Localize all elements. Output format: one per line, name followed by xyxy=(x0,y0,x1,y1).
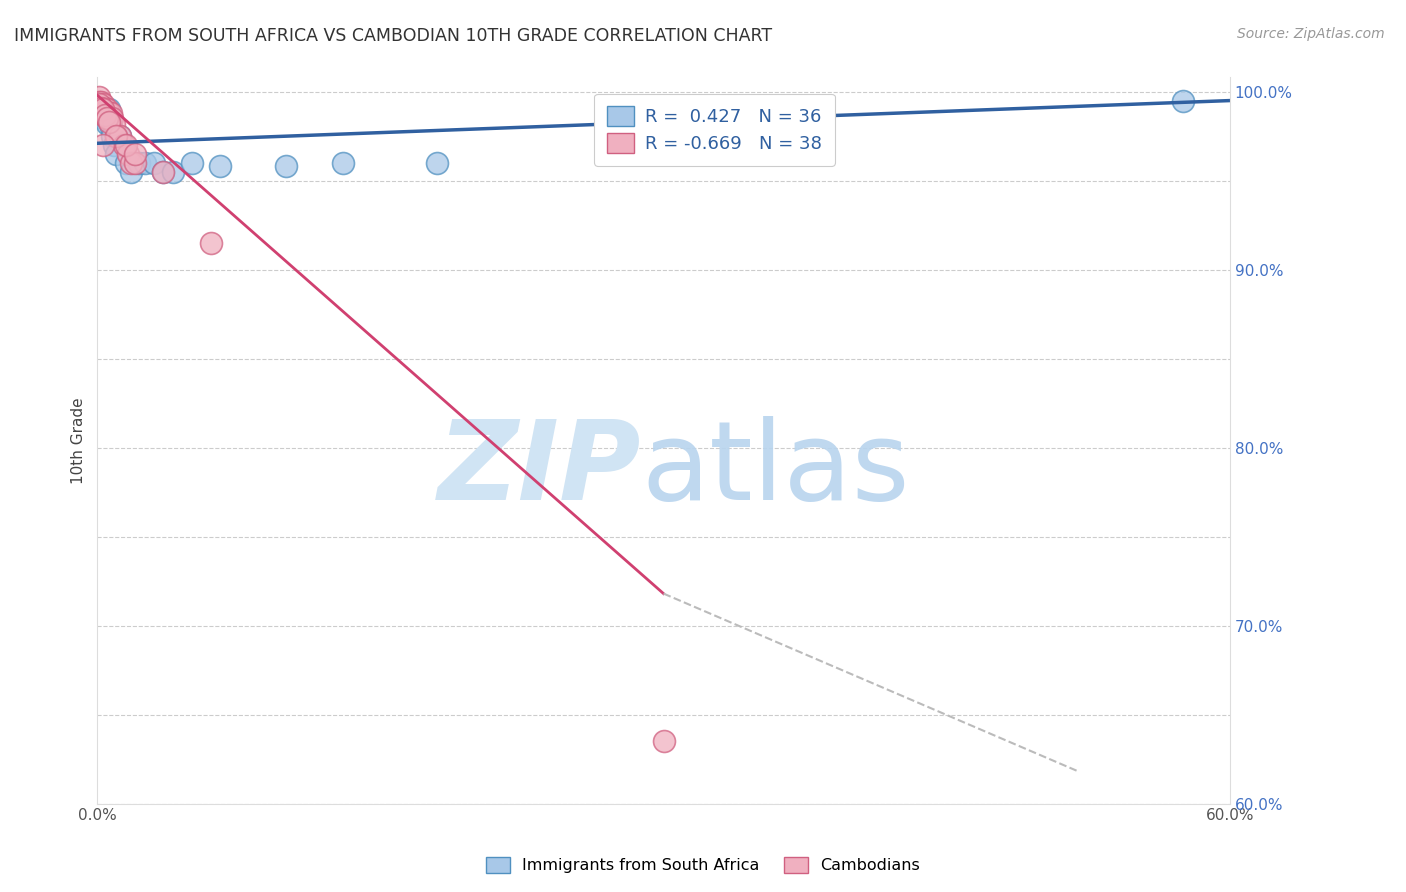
Point xyxy=(100,106,122,120)
Point xyxy=(90,101,112,115)
Text: Source: ZipAtlas.com: Source: ZipAtlas.com xyxy=(1237,27,1385,41)
Point xyxy=(100,112,122,126)
Point xyxy=(97,112,120,126)
Point xyxy=(90,95,112,110)
Point xyxy=(96,112,118,126)
Point xyxy=(124,147,146,161)
Point xyxy=(114,156,136,170)
Point xyxy=(101,112,124,126)
Point xyxy=(91,138,114,153)
Point xyxy=(108,129,131,144)
Point xyxy=(180,156,202,170)
Point xyxy=(96,103,118,117)
Point xyxy=(90,99,112,113)
Point xyxy=(105,147,128,161)
Point xyxy=(728,147,751,161)
Point xyxy=(94,101,117,115)
Point xyxy=(134,156,156,170)
Point xyxy=(89,99,111,113)
Legend: R =  0.427   N = 36, R = -0.669   N = 38: R = 0.427 N = 36, R = -0.669 N = 38 xyxy=(595,94,835,166)
Point xyxy=(120,165,142,179)
Point xyxy=(103,138,125,153)
Point xyxy=(94,106,117,120)
Text: ZIP: ZIP xyxy=(437,416,641,523)
Point xyxy=(89,97,111,112)
Point xyxy=(152,165,174,179)
Point xyxy=(97,103,120,117)
Point xyxy=(96,117,118,131)
Point xyxy=(90,103,112,117)
Point xyxy=(90,99,112,113)
Text: atlas: atlas xyxy=(641,416,910,523)
Point xyxy=(94,108,117,122)
Point xyxy=(94,103,117,117)
Point xyxy=(101,129,124,144)
Point xyxy=(89,103,111,117)
Point xyxy=(120,156,142,170)
Point xyxy=(426,156,449,170)
Point xyxy=(96,106,118,120)
Point xyxy=(200,235,222,250)
Point xyxy=(108,129,131,144)
Point xyxy=(112,138,135,153)
Point xyxy=(124,156,146,170)
Point xyxy=(91,106,114,120)
Point xyxy=(96,112,118,126)
Point xyxy=(274,160,297,174)
Point xyxy=(90,106,112,120)
Point xyxy=(162,165,184,179)
Point xyxy=(332,156,354,170)
Point xyxy=(105,129,128,144)
Point xyxy=(117,147,139,161)
Point xyxy=(94,112,117,126)
Point xyxy=(96,112,118,126)
Point xyxy=(91,103,114,117)
Legend: Immigrants from South Africa, Cambodians: Immigrants from South Africa, Cambodians xyxy=(479,850,927,880)
Point xyxy=(89,97,111,112)
Point xyxy=(103,117,125,131)
Point xyxy=(96,108,118,122)
Point xyxy=(152,165,174,179)
Point xyxy=(91,103,114,117)
Text: IMMIGRANTS FROM SOUTH AFRICA VS CAMBODIAN 10TH GRADE CORRELATION CHART: IMMIGRANTS FROM SOUTH AFRICA VS CAMBODIA… xyxy=(14,27,772,45)
Point xyxy=(91,112,114,126)
Point xyxy=(91,108,114,122)
Point xyxy=(652,734,675,748)
Point xyxy=(91,97,114,112)
Point xyxy=(100,120,122,135)
Point xyxy=(128,156,150,170)
Point xyxy=(89,90,111,104)
Point xyxy=(91,103,114,117)
Point xyxy=(94,106,117,120)
Point xyxy=(97,106,120,120)
Point xyxy=(97,112,120,126)
Point xyxy=(105,129,128,144)
Y-axis label: 10th Grade: 10th Grade xyxy=(72,397,86,483)
Point xyxy=(90,103,112,117)
Point xyxy=(114,138,136,153)
Point xyxy=(208,160,231,174)
Point xyxy=(89,95,111,110)
Point xyxy=(143,156,166,170)
Point xyxy=(1171,94,1194,108)
Point xyxy=(97,115,120,129)
